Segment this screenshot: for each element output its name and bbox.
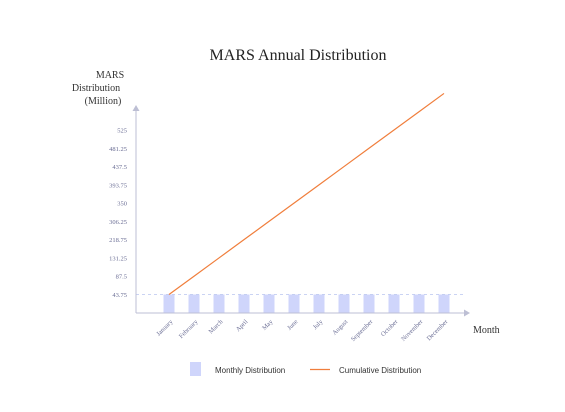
y-tick-label: 437.5: [112, 164, 127, 171]
y-axis-title: MARS Distribution (Million): [72, 70, 124, 107]
x-tick-label: April: [235, 318, 250, 333]
x-tick-label: January: [155, 318, 175, 338]
bar: [313, 294, 325, 313]
y-tick-label: 393.75: [109, 182, 127, 189]
x-tick-label: May: [261, 318, 275, 332]
bar: [213, 294, 225, 313]
bar: [163, 294, 175, 313]
series-line: [168, 92, 445, 295]
x-tick-label: October: [380, 318, 400, 338]
bar: [363, 294, 375, 313]
y-tick-label: 306.25: [109, 219, 127, 226]
bar: [438, 294, 450, 313]
y-axis-title-line: Distribution: [72, 83, 120, 94]
y-axis-title-line: (Million): [85, 96, 122, 107]
x-tick-label: July: [312, 318, 325, 331]
bar: [288, 294, 300, 313]
bar: [338, 294, 350, 313]
y-tick-label: 481.25: [109, 146, 127, 153]
legend: Monthly Distribution Cumulative Distribu…: [190, 362, 421, 376]
chart-title: MARS Annual Distribution: [210, 47, 387, 64]
y-tick-label: 525: [117, 128, 127, 135]
y-tick-label: 87.5: [116, 274, 127, 281]
y-axis-arrow: [132, 105, 140, 111]
y-tick-label: 131.25: [109, 255, 127, 262]
x-tick-label: March: [207, 318, 224, 335]
x-axis-title: Month: [473, 325, 500, 336]
y-tick-label: 218.75: [109, 237, 127, 244]
x-tick-label: November: [400, 318, 425, 343]
bar: [413, 294, 425, 313]
x-axis-arrow: [464, 309, 470, 317]
x-tick-label: June: [286, 318, 299, 331]
legend-line-label: Cumulative Distribution: [339, 366, 421, 375]
x-tick-label: September: [350, 318, 375, 343]
y-axis-title-line: MARS: [96, 70, 124, 81]
y-tick-label: 43.75: [112, 292, 127, 299]
bar: [388, 294, 400, 313]
legend-bar-label: Monthly Distribution: [215, 366, 285, 375]
plot-area: 525 481.25 437.5 393.75 350 306.25 218.75 131.2…: [109, 92, 470, 343]
bar: [188, 294, 200, 313]
x-tick-label: August: [331, 318, 349, 336]
y-tick-label: 350: [117, 201, 127, 208]
legend-bar-swatch: [190, 362, 201, 376]
bar: [263, 294, 275, 313]
bar: [238, 294, 250, 313]
x-tick-label: February: [178, 318, 200, 340]
x-tick-label: December: [426, 318, 450, 342]
